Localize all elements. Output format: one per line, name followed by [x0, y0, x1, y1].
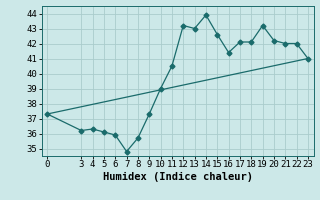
- X-axis label: Humidex (Indice chaleur): Humidex (Indice chaleur): [103, 172, 252, 182]
